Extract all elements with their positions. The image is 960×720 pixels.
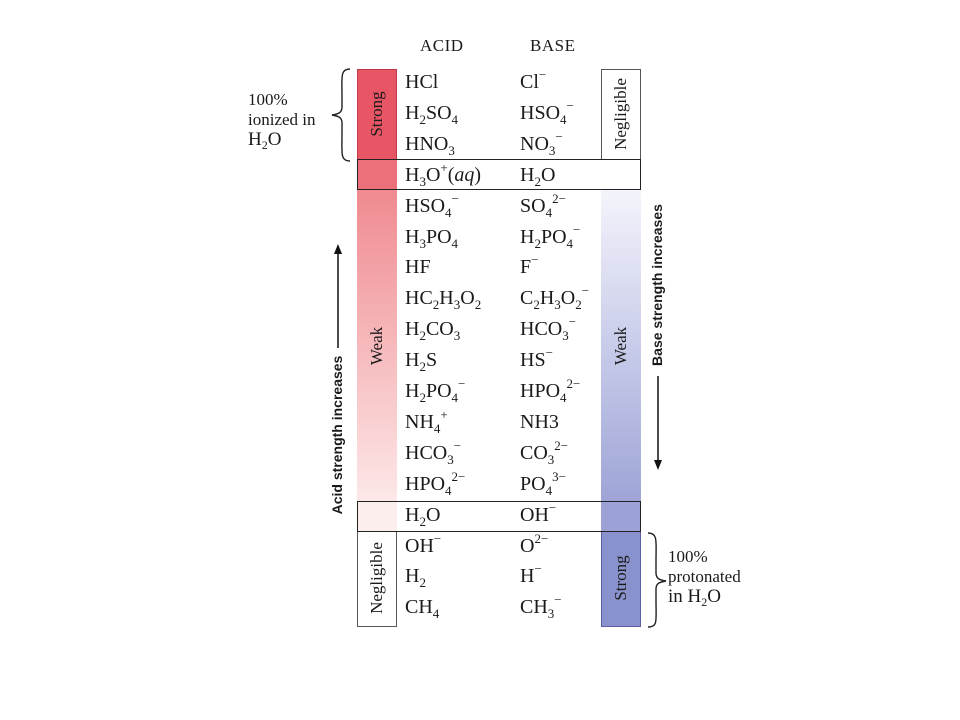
base-formula: HSO4− <box>520 98 574 127</box>
protonated-note-line3: in H2O <box>668 586 721 609</box>
acid-strength-axis-label: Acid strength increases <box>329 355 345 515</box>
acid-formula: NH4+ <box>405 407 448 436</box>
base-strong-label: Strong <box>611 555 630 601</box>
acid-formula: H2 <box>405 565 426 590</box>
acid-band-h2o <box>357 502 397 531</box>
acid-negligible-label: Negligible <box>367 542 386 614</box>
acid-strong-label: Strong <box>367 91 386 137</box>
acid-column-header: ACID <box>420 36 464 55</box>
ionized-note-line3: H2O <box>248 129 282 152</box>
acid-formula: H2O <box>405 504 441 529</box>
right-brace-icon <box>647 532 667 628</box>
acid-formula: HCO3− <box>405 438 462 467</box>
base-formula: H− <box>520 561 542 587</box>
protonated-note: 100% protonated in H2O <box>668 547 741 609</box>
base-formula: H2PO4− <box>520 222 581 251</box>
acid-formula: HCl <box>405 71 439 93</box>
ionized-note: 100% ionized in H2O <box>248 90 316 152</box>
acid-negligible-band <box>357 531 397 627</box>
protonated-note-line1: 100% <box>668 547 708 566</box>
base-formula: Cl− <box>520 67 547 93</box>
base-formula: NO3− <box>520 129 563 158</box>
acid-formula: H2SO4 <box>405 102 459 127</box>
protonated-note-line2: protonated <box>668 567 741 586</box>
acid-formula: H2S <box>405 349 438 374</box>
acid-formula: H2CO3 <box>405 318 461 343</box>
base-negligible-band <box>601 69 641 160</box>
acid-formula: HSO4− <box>405 191 459 220</box>
base-formula: H2O <box>520 164 556 189</box>
acid-formula: HF <box>405 256 431 278</box>
base-formula: SO42− <box>520 191 566 220</box>
acid-formula: HNO3 <box>405 133 455 158</box>
base-formula: CO32− <box>520 438 569 467</box>
acid-strong-band <box>357 69 397 160</box>
base-negligible-label: Negligible <box>611 78 630 150</box>
acid-weak-label: Weak <box>367 326 386 366</box>
acid-formula: H3PO4 <box>405 226 459 251</box>
acid-formula: CH4 <box>405 596 440 621</box>
acid-formula: H2PO4− <box>405 376 466 405</box>
base-weak-band <box>601 190 641 502</box>
base-formula: OH− <box>520 500 557 526</box>
acid-arrow-icon <box>334 244 342 348</box>
base-formula: NH3 <box>520 411 559 433</box>
acid-formula: OH− <box>405 531 442 557</box>
ionized-note-line1: 100% <box>248 90 288 109</box>
acid-weak-band <box>357 190 397 502</box>
base-formula: HPO42− <box>520 376 581 405</box>
base-formula: HS− <box>520 345 553 371</box>
ionized-note-line2: ionized in <box>248 110 316 129</box>
acid-formula: H3O+(aq) <box>405 160 482 189</box>
base-formula: PO43− <box>520 469 566 498</box>
base-formula: O2− <box>520 531 549 557</box>
base-formula: F− <box>520 252 539 278</box>
base-formula: CH3− <box>520 592 562 621</box>
base-formula: C2H3O2− <box>520 283 590 312</box>
left-brace-icon <box>331 68 351 162</box>
base-formula: HCO3− <box>520 314 577 343</box>
acid-band-h3o <box>357 160 397 190</box>
base-arrow-icon <box>654 376 662 470</box>
base-strength-axis-label: Base strength increases <box>649 204 665 366</box>
h3o-row-box <box>357 159 641 190</box>
base-band-h2o <box>601 502 641 531</box>
base-strong-band <box>601 531 641 627</box>
base-column-header: BASE <box>530 36 576 55</box>
acid-formula: HC2H3O2 <box>405 287 482 312</box>
h2o-row-box <box>357 501 641 532</box>
acid-formula: HPO42− <box>405 469 466 498</box>
base-weak-label: Weak <box>611 326 630 366</box>
